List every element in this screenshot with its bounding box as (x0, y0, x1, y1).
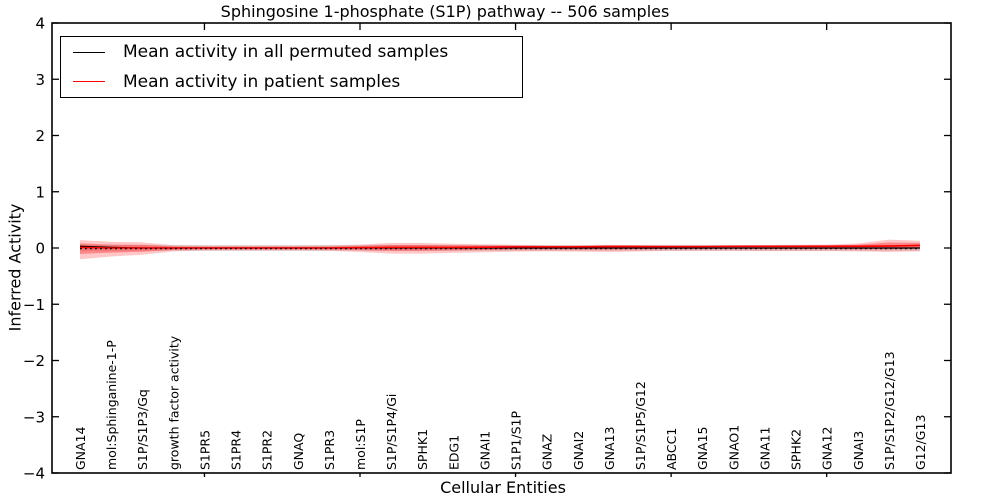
y-tick-label: −1 (23, 296, 45, 314)
x-category-label: S1PR4 (229, 430, 244, 470)
y-tick-label: 2 (35, 127, 45, 145)
y-tick-label: −4 (23, 465, 45, 483)
x-category-label: GNA11 (757, 427, 772, 471)
x-category-label: growth factor activity (166, 335, 181, 470)
x-category-label: S1P/S1P5/G12 (633, 381, 648, 470)
y-tick-label: 3 (35, 71, 45, 89)
x-category-label: GNA14 (73, 426, 88, 470)
x-category-label: GNAO1 (726, 425, 741, 470)
x-category-label: SPHK1 (415, 429, 430, 470)
y-tick-label: −3 (23, 408, 45, 426)
x-category-label: GNA12 (820, 427, 835, 471)
x-category-label: GNAI3 (851, 431, 866, 470)
y-tick-label: 0 (35, 240, 45, 258)
x-category-label: S1P1/S1P (509, 411, 524, 470)
x-category-label: S1P/S1P2/G12/G13 (882, 351, 897, 470)
x-category-label: GNAI1 (477, 431, 492, 470)
x-category-label: S1P/S1P4/Gi (384, 394, 399, 470)
x-category-label: GNAZ (540, 434, 555, 470)
legend-line-permuted (73, 51, 105, 53)
legend: Mean activity in all permuted samples Me… (60, 36, 523, 98)
x-category-label: GNAI2 (571, 431, 586, 470)
y-tick-label: 1 (35, 183, 45, 201)
x-category-label: S1PR5 (197, 430, 212, 470)
x-axis-label: Cellular Entities (440, 478, 566, 497)
legend-line-patient (73, 81, 105, 83)
y-tick-label: 4 (35, 15, 45, 33)
x-category-label: S1PR3 (322, 430, 337, 470)
x-category-label: G12/G13 (913, 415, 928, 470)
x-category-label: GNAQ (291, 433, 306, 470)
patient-band-outer (80, 239, 920, 260)
x-category-label: mol:Sphinganine-1-P (104, 340, 119, 470)
x-category-label: GNA13 (602, 427, 617, 471)
legend-label-patient: Mean activity in patient samples (123, 71, 401, 92)
x-category-label: ABCC1 (664, 428, 679, 470)
x-category-label: GNA15 (695, 427, 710, 471)
x-category-label: S1PR2 (260, 430, 275, 470)
y-tick-label: −2 (23, 352, 45, 370)
chart-title: Sphingosine 1-phosphate (S1P) pathway --… (220, 2, 670, 21)
legend-item-patient: Mean activity in patient samples (61, 68, 522, 96)
x-category-label: SPHK2 (789, 429, 804, 470)
x-category-label: mol:S1P (353, 419, 368, 470)
x-category-label: S1P/S1P3/Gq (135, 389, 150, 470)
legend-item-permuted: Mean activity in all permuted samples (61, 38, 522, 66)
legend-label-permuted: Mean activity in all permuted samples (123, 42, 449, 63)
x-category-label: EDG1 (446, 435, 461, 470)
